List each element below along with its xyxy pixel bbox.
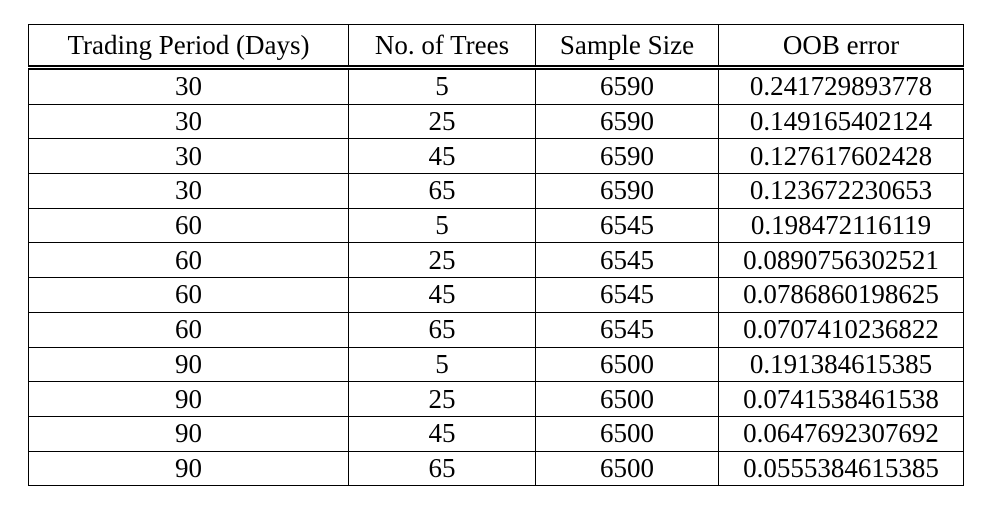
header-no-of-trees: No. of Trees <box>348 24 536 68</box>
cell-sample-size: 6500 <box>535 450 719 487</box>
table-row: 90 25 6500 0.0741538461538 <box>28 381 964 417</box>
table-row: 30 65 6590 0.123672230653 <box>28 173 964 209</box>
cell-sample-size: 6545 <box>535 242 719 279</box>
cell-trading-period: 60 <box>28 242 349 279</box>
table-row: 60 65 6545 0.0707410236822 <box>28 311 964 348</box>
cell-sample-size: 6590 <box>535 103 719 140</box>
cell-no-of-trees: 5 <box>348 207 536 244</box>
table-row: 60 5 6545 0.198472116119 <box>28 207 964 244</box>
table-header: Trading Period (Days) No. of Trees Sampl… <box>28 24 964 68</box>
cell-oob-error: 0.0647692307692 <box>718 415 964 452</box>
cell-trading-period: 60 <box>28 277 349 313</box>
cell-no-of-trees: 65 <box>348 450 536 487</box>
cell-trading-period: 90 <box>28 346 349 383</box>
cell-no-of-trees: 65 <box>348 311 536 348</box>
table-row: 30 25 6590 0.149165402124 <box>28 103 964 140</box>
cell-sample-size: 6545 <box>535 311 719 348</box>
cell-no-of-trees: 65 <box>348 173 536 209</box>
header-oob-error: OOB error <box>718 24 964 68</box>
header-sample-size: Sample Size <box>535 24 719 68</box>
cell-trading-period: 30 <box>28 65 349 105</box>
cell-no-of-trees: 5 <box>348 346 536 383</box>
cell-trading-period: 90 <box>28 415 349 452</box>
cell-sample-size: 6590 <box>535 138 719 175</box>
cell-sample-size: 6500 <box>535 381 719 417</box>
cell-oob-error: 0.0555384615385 <box>718 450 964 487</box>
cell-oob-error: 0.123672230653 <box>718 173 964 209</box>
cell-no-of-trees: 45 <box>348 277 536 313</box>
table-row: 90 65 6500 0.0555384615385 <box>28 450 964 487</box>
cell-trading-period: 60 <box>28 311 349 348</box>
results-table: Trading Period (Days) No. of Trees Sampl… <box>28 24 964 487</box>
cell-sample-size: 6590 <box>535 65 719 105</box>
cell-sample-size: 6500 <box>535 415 719 452</box>
cell-sample-size: 6590 <box>535 173 719 209</box>
table-body: 30 5 6590 0.241729893778 30 25 6590 0.14… <box>28 65 964 487</box>
cell-trading-period: 30 <box>28 173 349 209</box>
cell-oob-error: 0.0707410236822 <box>718 311 964 348</box>
cell-sample-size: 6545 <box>535 277 719 313</box>
cell-trading-period: 30 <box>28 103 349 140</box>
table-row: 60 45 6545 0.0786860198625 <box>28 277 964 313</box>
cell-sample-size: 6500 <box>535 346 719 383</box>
cell-oob-error: 0.0786860198625 <box>718 277 964 313</box>
header-row: Trading Period (Days) No. of Trees Sampl… <box>28 24 964 68</box>
table-row: 60 25 6545 0.0890756302521 <box>28 242 964 279</box>
table-row: 90 5 6500 0.191384615385 <box>28 346 964 383</box>
table-row: 30 5 6590 0.241729893778 <box>28 65 964 105</box>
cell-oob-error: 0.0741538461538 <box>718 381 964 417</box>
cell-oob-error: 0.241729893778 <box>718 65 964 105</box>
cell-oob-error: 0.127617602428 <box>718 138 964 175</box>
cell-sample-size: 6545 <box>535 207 719 244</box>
cell-oob-error: 0.0890756302521 <box>718 242 964 279</box>
cell-trading-period: 30 <box>28 138 349 175</box>
table-row: 30 45 6590 0.127617602428 <box>28 138 964 175</box>
cell-no-of-trees: 25 <box>348 103 536 140</box>
cell-no-of-trees: 25 <box>348 381 536 417</box>
cell-no-of-trees: 45 <box>348 415 536 452</box>
cell-trading-period: 90 <box>28 450 349 487</box>
cell-oob-error: 0.191384615385 <box>718 346 964 383</box>
cell-oob-error: 0.149165402124 <box>718 103 964 140</box>
table-row: 90 45 6500 0.0647692307692 <box>28 415 964 452</box>
cell-oob-error: 0.198472116119 <box>718 207 964 244</box>
cell-no-of-trees: 25 <box>348 242 536 279</box>
cell-no-of-trees: 5 <box>348 65 536 105</box>
header-trading-period: Trading Period (Days) <box>28 24 349 68</box>
cell-trading-period: 90 <box>28 381 349 417</box>
cell-trading-period: 60 <box>28 207 349 244</box>
cell-no-of-trees: 45 <box>348 138 536 175</box>
